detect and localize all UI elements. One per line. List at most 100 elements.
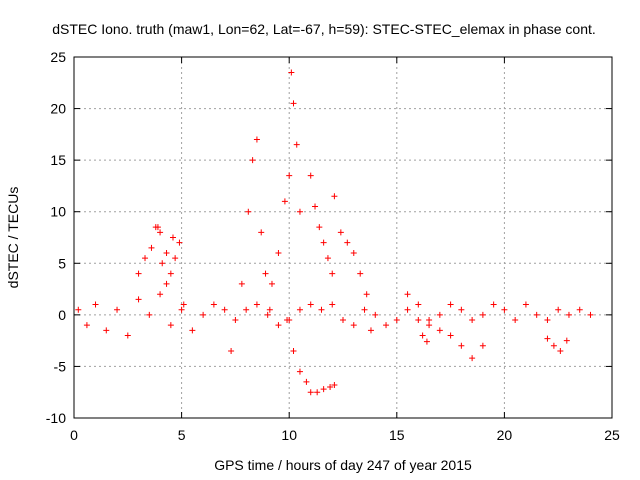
data-point: [426, 317, 433, 324]
data-point: [331, 193, 338, 200]
data-point: [415, 301, 422, 308]
data-point: [238, 280, 245, 287]
series-11: [419, 332, 430, 345]
plot-frame: [73, 56, 613, 419]
data-point: [340, 317, 346, 324]
data-point: [286, 172, 293, 179]
data-point: [436, 327, 443, 334]
y-tick-label: 5: [58, 255, 66, 271]
data-point: [423, 338, 430, 345]
data-point: [157, 229, 164, 236]
data-point: [404, 306, 411, 313]
data-point: [533, 311, 540, 318]
data-point: [124, 332, 131, 339]
data-point: [172, 255, 179, 262]
plot-area: [75, 69, 594, 396]
data-point: [290, 100, 297, 107]
y-tick-label: 25: [50, 49, 66, 65]
y-tick-label: 0: [58, 307, 66, 323]
data-point: [479, 311, 486, 318]
data-point: [458, 342, 465, 349]
data-point: [176, 239, 183, 246]
data-point: [290, 347, 297, 354]
series-6: [307, 172, 336, 277]
y-tick-label: 15: [50, 152, 66, 168]
data-point: [92, 301, 99, 308]
data-point: [303, 378, 310, 385]
data-point: [329, 270, 336, 277]
series-1: [75, 291, 594, 339]
data-point: [555, 306, 562, 313]
data-point: [146, 311, 153, 318]
data-point: [372, 311, 379, 318]
data-point: [114, 306, 121, 313]
data-point: [419, 332, 426, 339]
data-point: [316, 224, 323, 231]
series-8: [404, 291, 486, 362]
data-point: [169, 234, 176, 241]
data-point: [266, 306, 273, 313]
data-point: [284, 317, 291, 324]
series-9: [544, 335, 570, 354]
data-point: [148, 244, 155, 251]
data-point: [288, 69, 295, 76]
data-point: [329, 301, 336, 308]
data-point: [522, 301, 529, 308]
data-point: [281, 198, 288, 205]
data-point: [163, 249, 170, 256]
data-point: [249, 157, 256, 164]
data-point: [469, 317, 476, 324]
y-tick-label: -5: [54, 358, 67, 374]
data-point: [228, 347, 235, 354]
data-point: [180, 301, 187, 308]
data-point: [426, 322, 433, 329]
data-point: [307, 301, 314, 308]
series-10: [152, 224, 176, 256]
data-point: [75, 306, 82, 313]
data-point: [159, 260, 166, 267]
y-tick-label: 20: [50, 101, 66, 117]
data-point: [587, 311, 594, 318]
data-point: [469, 355, 476, 362]
data-point: [415, 317, 422, 324]
data-point: [221, 306, 228, 313]
data-point: [312, 203, 319, 210]
data-point: [331, 381, 338, 388]
data-point: [142, 255, 149, 262]
data-point: [544, 317, 551, 324]
series-5: [284, 317, 338, 396]
x-tick-label: 15: [389, 427, 405, 443]
x-axis-label: GPS time / hours of day 247 of year 2015: [214, 457, 472, 473]
x-tick-label: 5: [178, 427, 186, 443]
data-point: [296, 306, 303, 313]
data-point: [152, 224, 159, 231]
y-axis-label: dSTEC / TECUs: [5, 187, 21, 289]
series-4: [268, 69, 303, 287]
data-point: [296, 208, 303, 215]
data-point: [367, 327, 374, 334]
data-point: [163, 280, 170, 287]
data-point: [167, 270, 174, 277]
x-tick-label: 25: [604, 427, 620, 443]
data-point: [363, 291, 370, 298]
series-2: [135, 224, 187, 308]
data-point: [262, 270, 269, 277]
grid: [74, 57, 612, 418]
data-point: [576, 306, 583, 313]
data-point: [314, 389, 321, 396]
data-point: [210, 301, 217, 308]
data-point: [565, 311, 572, 318]
data-point: [324, 255, 331, 262]
data-point: [307, 172, 314, 179]
data-point: [344, 239, 351, 246]
data-point: [361, 306, 368, 313]
data-point: [83, 322, 90, 329]
axis-ticks: 0 5 10 15 20 25 -10 -5 0 5 10 15 20 25: [46, 49, 620, 443]
data-point: [268, 280, 275, 287]
data-point: [307, 389, 314, 396]
data-point: [337, 229, 344, 236]
data-point: [350, 249, 357, 256]
data-point: [512, 317, 519, 324]
data-point: [253, 136, 260, 143]
series-7: [331, 193, 374, 334]
